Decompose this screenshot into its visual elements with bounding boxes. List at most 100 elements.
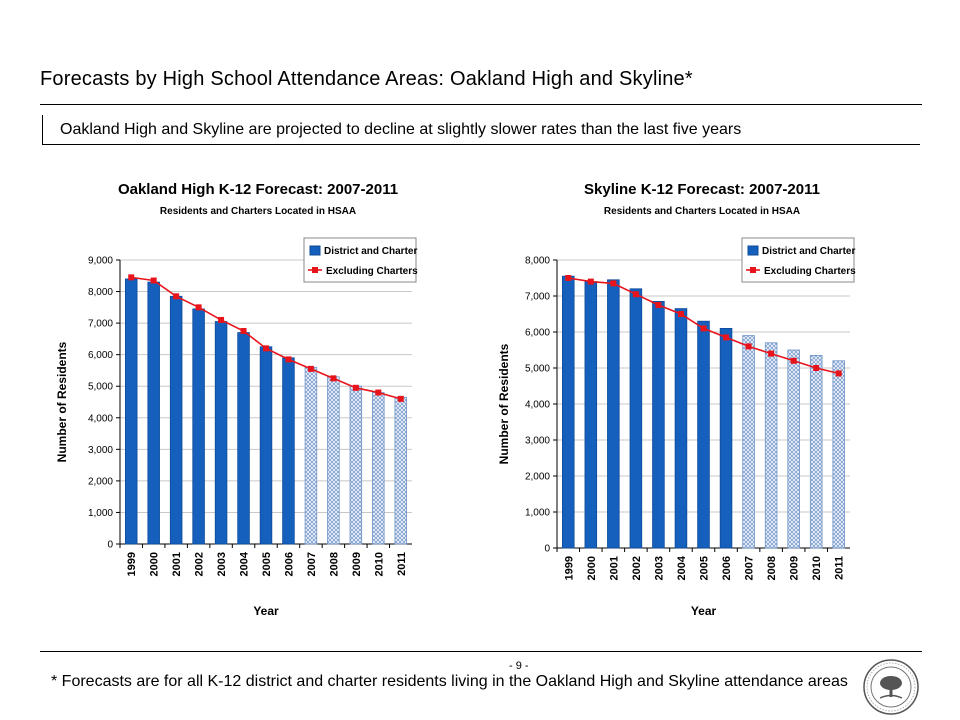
bar [674, 308, 688, 549]
forecast-bar [809, 354, 823, 549]
series-marker [397, 395, 404, 402]
y-tick-label: 3,000 [88, 445, 113, 456]
bar [562, 275, 575, 549]
bar [584, 281, 598, 549]
series-marker [352, 384, 359, 391]
series-marker [263, 345, 269, 352]
x-tick-label: 2008 [766, 556, 778, 580]
series-marker [745, 343, 752, 350]
x-tick-label: 1999 [563, 556, 575, 580]
forecast-bar [327, 376, 340, 545]
x-tick-label: 2003 [216, 552, 228, 576]
y-tick-label: 6,000 [525, 328, 550, 339]
x-tick-label: 2011 [396, 552, 408, 576]
series-marker [587, 278, 594, 285]
forecast-bar [394, 396, 408, 545]
x-tick-label: 2001 [171, 552, 183, 576]
forecast-bar [787, 349, 800, 549]
y-axis-label: Number of Residents [497, 343, 511, 464]
y-tick-label: 4,000 [525, 400, 550, 411]
y-tick-label: 5,000 [88, 382, 113, 393]
x-tick-label: 2006 [283, 552, 295, 576]
x-tick-label: 1999 [126, 552, 138, 576]
series-marker [835, 370, 842, 377]
x-tick-label: 2002 [194, 552, 206, 576]
x-tick-label: 2011 [834, 556, 846, 580]
y-tick-label: 4,000 [88, 413, 113, 424]
legend-swatch-bar [309, 245, 321, 256]
legend-label: District and Charter [762, 246, 855, 257]
chart-title: Skyline K-12 Forecast: 2007-2011 [584, 181, 820, 198]
series-marker [150, 277, 157, 284]
series-marker [813, 365, 820, 371]
series-marker [173, 293, 180, 300]
chart-subtitle: Residents and Charters Located in HSAA [160, 206, 356, 217]
x-axis-label: Year [253, 604, 279, 618]
y-tick-label: 0 [544, 544, 550, 555]
series-marker [655, 302, 662, 308]
series-marker [610, 280, 617, 287]
chart-subtitle: Residents and Charters Located in HSAA [604, 206, 800, 217]
y-tick-label: 1,000 [525, 508, 550, 519]
y-tick-label: 2,000 [525, 472, 550, 483]
series-marker [285, 356, 292, 363]
y-tick-label: 1,000 [88, 508, 113, 519]
x-tick-label: 2007 [306, 552, 318, 576]
bar [652, 300, 665, 549]
series-marker [375, 389, 382, 396]
page-title: Forecasts by High School Attendance Area… [40, 68, 693, 90]
y-tick-label: 7,000 [525, 292, 550, 303]
y-tick-label: 8,000 [525, 256, 550, 267]
bar [259, 346, 273, 545]
bar [124, 278, 138, 545]
x-axis-label: Year [691, 604, 717, 618]
chart-title: Oakland High K-12 Forecast: 2007-2011 [118, 181, 398, 198]
legend-swatch-marker [750, 267, 756, 273]
series-marker [700, 325, 707, 332]
x-tick-label: 2004 [239, 551, 251, 576]
bar [697, 320, 710, 549]
x-tick-label: 2003 [653, 556, 665, 580]
bar [237, 332, 250, 545]
oakland-high-forecast-chart: Oakland High K-12 Forecast: 2007-2011 Res… [55, 181, 418, 618]
series-marker [128, 274, 135, 281]
forecast-bar [372, 392, 385, 545]
series-marker [307, 365, 314, 372]
y-tick-label: 6,000 [88, 350, 113, 361]
y-tick-label: 2,000 [88, 476, 113, 487]
x-tick-label: 2009 [789, 556, 801, 580]
y-tick-label: 7,000 [88, 319, 113, 330]
y-axis-label: Number of Residents [55, 341, 69, 462]
forecast-bar [764, 342, 778, 549]
bar [719, 327, 733, 549]
legend-box [303, 237, 417, 283]
y-tick-label: 3,000 [525, 436, 550, 447]
district-seal-icon [863, 659, 919, 715]
series-marker [768, 350, 775, 357]
series-marker [565, 275, 572, 281]
y-tick-label: 0 [107, 540, 113, 551]
page-number: - 9 - [509, 660, 529, 672]
x-tick-label: 2000 [586, 556, 598, 580]
y-tick-label: 9,000 [88, 256, 113, 267]
x-tick-label: 2005 [261, 552, 273, 576]
bar [282, 357, 295, 545]
forecast-bar [304, 366, 318, 545]
series-marker [240, 328, 247, 334]
skyline-forecast-chart: Skyline K-12 Forecast: 2007-2011 Resident… [497, 181, 856, 618]
legend-label: Excluding Charters [764, 266, 856, 277]
bar [607, 279, 620, 549]
legend-swatch-marker [312, 267, 318, 273]
subtitle-box [42, 115, 920, 145]
forecast-bar [349, 385, 363, 545]
x-tick-label: 2008 [328, 552, 340, 576]
x-tick-label: 2005 [699, 556, 711, 580]
legend-label: Excluding Charters [326, 266, 418, 277]
bar [629, 288, 643, 549]
series-marker [790, 357, 797, 364]
bar [169, 295, 183, 545]
x-tick-label: 2010 [373, 552, 385, 576]
footnote: * Forecasts are for all K-12 district an… [51, 673, 848, 690]
series-marker [632, 291, 639, 298]
x-tick-label: 2000 [149, 552, 161, 576]
